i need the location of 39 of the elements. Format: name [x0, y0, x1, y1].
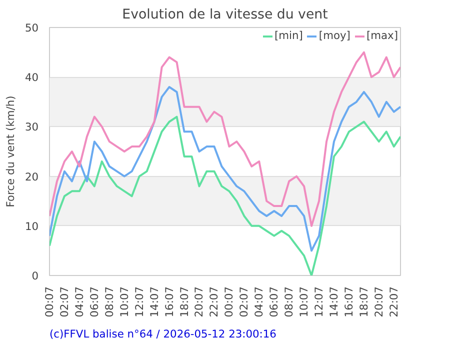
x-tick-label: 22:07	[208, 286, 221, 318]
x-tick-label: 16:07	[342, 286, 356, 318]
legend-label: [max]	[366, 29, 398, 42]
legend-label: [min]	[274, 29, 303, 42]
y-tick-label: 40	[24, 71, 39, 84]
x-tick-label: 00:07	[43, 286, 56, 318]
x-tick-label: 22:07	[387, 286, 400, 318]
x-tick-label: 18:07	[178, 286, 191, 318]
line-series	[50, 51, 400, 227]
x-tick-label: 10:07	[118, 286, 131, 318]
x-tick-label: 08:07	[282, 286, 296, 318]
x-tick-label: 02:07	[58, 286, 71, 318]
y-tick-label: 0	[32, 270, 39, 282]
line-series	[50, 86, 400, 252]
x-tick-label: 06:07	[268, 286, 281, 318]
y-tick-label: 50	[24, 22, 39, 34]
chart-title: Evolution de la vitesse du vent	[122, 8, 328, 22]
x-tick-label: 14:07	[148, 286, 161, 318]
x-tick-label: 12:07	[312, 286, 326, 318]
x-tick-label: 08:07	[102, 286, 116, 318]
line-series	[50, 116, 400, 276]
x-tick-label: 04:07	[252, 286, 266, 318]
y-axis-title: Force du vent (km/h)	[4, 96, 17, 208]
y-tick-label: 20	[24, 170, 39, 184]
x-tick-label: 00:07	[222, 286, 236, 318]
y-tick-label: 10	[24, 220, 39, 233]
x-tick-label: 18:07	[357, 286, 370, 318]
text: (c)FFVL balise n°64 / 2026-05-12 23:00:16	[50, 328, 277, 340]
x-tick-label: 20:07	[372, 286, 386, 318]
x-tick-label: 04:07	[72, 286, 86, 318]
x-tick-label: 14:07	[327, 286, 340, 318]
legend-label: [moy]	[318, 29, 350, 42]
y-tick-label: 30	[24, 120, 39, 134]
x-tick-label: 02:07	[238, 286, 251, 318]
x-tick-label: 16:07	[162, 286, 176, 318]
x-tick-label: 06:07	[88, 286, 101, 318]
x-tick-label: 12:07	[132, 286, 146, 318]
x-tick-label: 10:07	[298, 286, 311, 318]
x-tick-label: 20:07	[192, 286, 206, 318]
